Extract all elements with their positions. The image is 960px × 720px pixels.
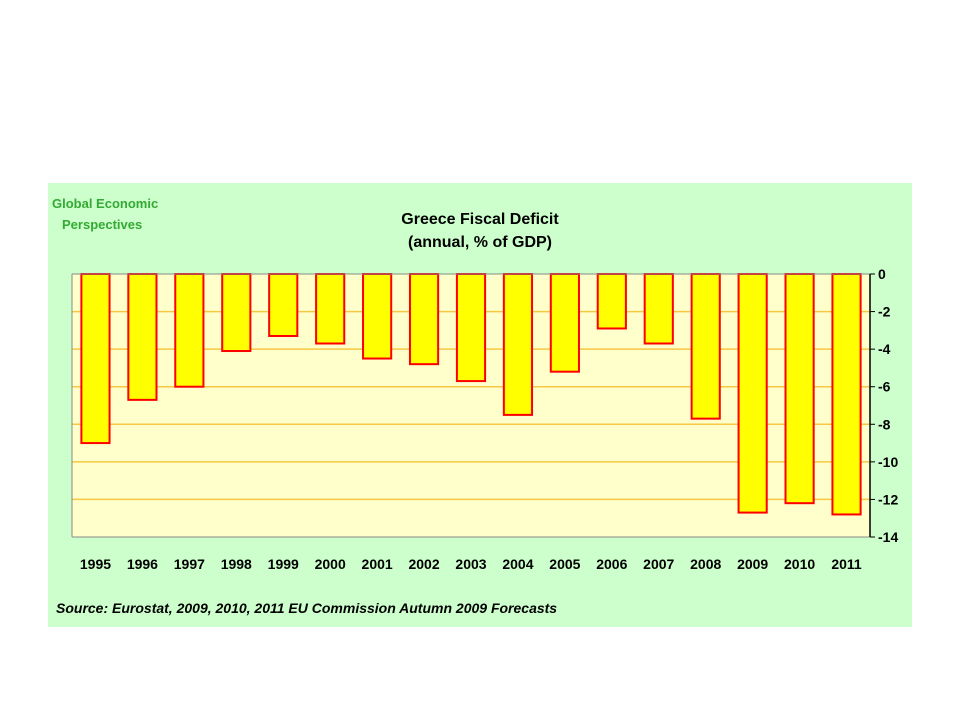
bar-2008	[690, 273, 721, 420]
bar-2004	[502, 273, 534, 416]
x-tick-label: 2011	[831, 556, 862, 572]
y-tick-label: -12	[878, 491, 898, 507]
x-tick-label: 2009	[737, 556, 768, 572]
x-tick-label: 2003	[455, 556, 486, 572]
y-tick-label: -2	[878, 304, 891, 320]
bar-1995	[80, 273, 111, 445]
y-tick-label: -8	[878, 416, 891, 432]
y-tick-label: -10	[878, 454, 898, 470]
bar-2003	[455, 273, 487, 383]
chart-subtitle: (annual, % of GDP)	[408, 234, 552, 251]
x-tick-labels: 1995 1996 1997 1998 1999 2000 2001 2002 2003 2004…	[80, 556, 862, 572]
bar-1998	[221, 273, 252, 353]
axes	[71, 273, 875, 538]
bar-2001	[362, 273, 393, 360]
bars	[80, 273, 862, 516]
x-tick-label: 2004	[502, 556, 533, 572]
x-tick-label: 1996	[127, 556, 158, 572]
x-tick-label: 2000	[315, 556, 346, 572]
bar-1997	[174, 273, 205, 388]
x-tick-label: 2005	[549, 556, 580, 572]
source-note: Source: Eurostat, 2009, 2010, 2011 EU Co…	[56, 600, 557, 616]
x-tick-label: 1995	[80, 556, 111, 572]
x-tick-label: 1999	[268, 556, 299, 572]
bar-1996	[127, 273, 158, 401]
y-tick-label: -14	[878, 529, 898, 545]
x-tick-label: 1998	[221, 556, 252, 572]
y-tick-label: 0	[878, 266, 886, 282]
bar-2006	[596, 273, 627, 330]
bar-2000	[315, 273, 346, 345]
bar-2010	[784, 273, 815, 505]
bar-chart: Global Economic Perspectives Greece Fisc…	[52, 196, 898, 616]
bar-2005	[549, 273, 580, 373]
x-tick-label: 1997	[174, 556, 205, 572]
chart-panel: Global Economic Perspectives Greece Fisc…	[48, 183, 912, 627]
y-tick-labels: 0 -2 -4 -6 -8 -10 -12 -14	[878, 266, 898, 545]
bar-2009	[737, 273, 768, 514]
bar-2002	[408, 273, 440, 366]
y-tick-label: -6	[878, 379, 891, 395]
x-tick-label: 2010	[784, 556, 815, 572]
x-tick-label: 2007	[643, 556, 674, 572]
chart-title: Greece Fiscal Deficit	[401, 211, 559, 228]
brand-line-2: Perspectives	[62, 217, 142, 232]
bar-2007	[643, 273, 674, 345]
x-tick-label: 2008	[690, 556, 721, 572]
bar-1999	[268, 273, 299, 337]
brand-line-1: Global Economic	[52, 196, 158, 211]
bar-2011	[831, 273, 862, 516]
x-tick-label: 2001	[362, 556, 393, 572]
y-tick-label: -4	[878, 341, 891, 357]
x-tick-label: 2002	[408, 556, 439, 572]
x-tick-label: 2006	[596, 556, 627, 572]
